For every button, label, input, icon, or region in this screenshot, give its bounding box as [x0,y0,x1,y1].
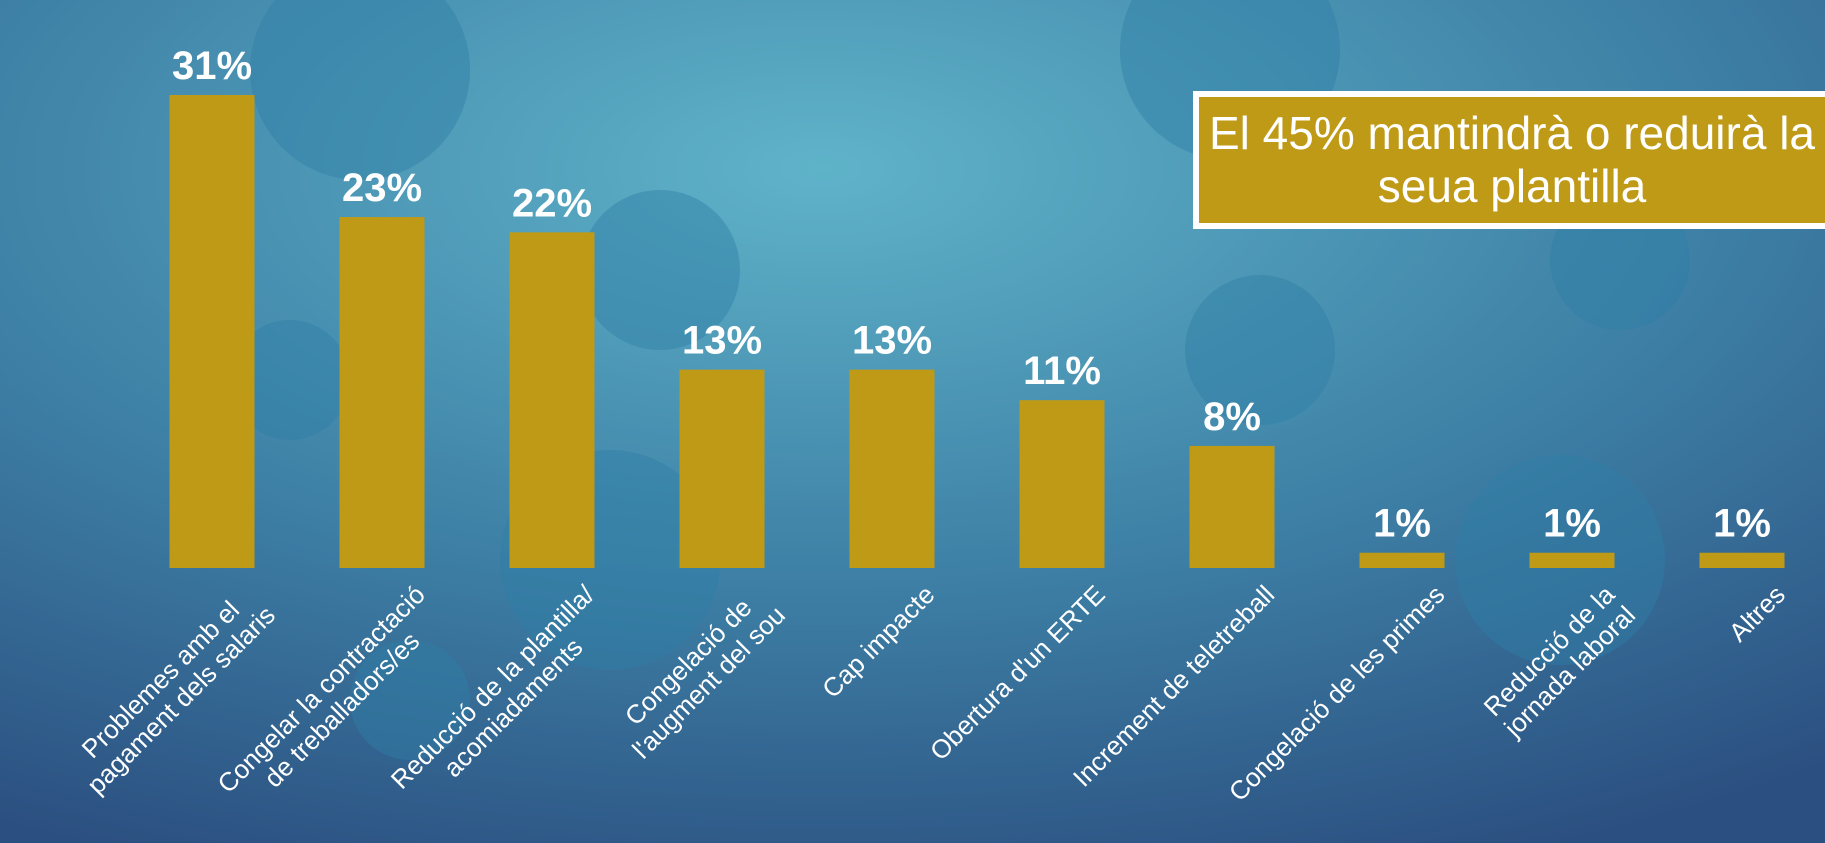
value-label: 8% [1203,395,1261,439]
value-label: 1% [1373,502,1431,546]
value-label: 23% [342,166,422,210]
value-label: 31% [172,44,252,88]
bar [1699,552,1785,568]
annotation: El 45% mantindrà o reduirà la seua plant… [1193,91,1825,229]
bar [849,369,935,568]
value-label: 13% [852,319,932,363]
value-label: 1% [1543,502,1601,546]
value-label: 13% [682,319,762,363]
value-label: 22% [512,181,592,225]
bar [1019,400,1105,568]
value-label: 11% [1023,349,1101,393]
bar [509,232,595,569]
bar [1359,552,1445,568]
bar [1529,552,1615,568]
bar [339,217,425,568]
bar [1189,445,1275,568]
bar [679,369,765,568]
value-label: 1% [1713,502,1771,546]
bar [169,95,255,568]
